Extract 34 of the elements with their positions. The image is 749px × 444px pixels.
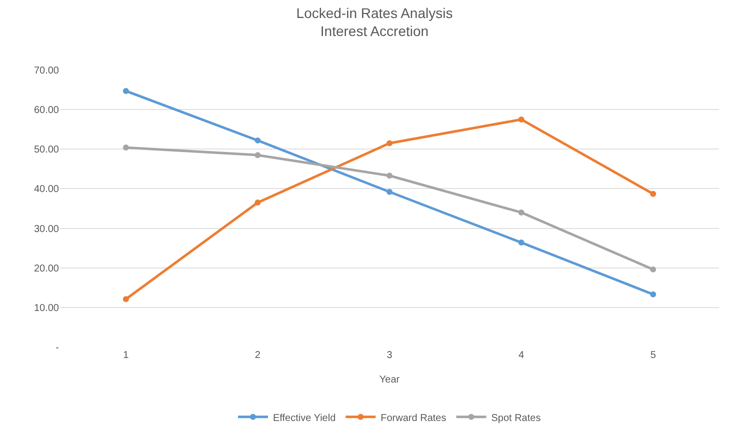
- point: [386, 172, 392, 179]
- point: [122, 144, 129, 151]
- point: [254, 200, 261, 206]
- y-tick-label: 50.00: [34, 144, 60, 156]
- x-tick-label: 2: [254, 350, 261, 361]
- legend-label: Effective Yield: [273, 412, 336, 424]
- point: [254, 152, 261, 158]
- point: [254, 137, 261, 144]
- x-tick-label: 5: [650, 350, 656, 361]
- chart-title: Locked-in Rates Analysis: [296, 4, 453, 21]
- point: [386, 140, 392, 146]
- chart-subtitle: Interest Accretion: [320, 22, 429, 39]
- point: [386, 188, 392, 195]
- legend-label: Spot Rates: [491, 412, 541, 424]
- point: [122, 88, 129, 94]
- y-tick-label: 30.00: [34, 224, 60, 235]
- y-tick-label: 10.00: [34, 302, 60, 314]
- point: [122, 296, 129, 302]
- x-tick-label: 4: [518, 350, 525, 361]
- y-tick-label: 40.00: [34, 184, 60, 196]
- x-tick-label: 1: [123, 350, 130, 361]
- point: [518, 240, 524, 246]
- y-tick-label: 20.00: [34, 263, 60, 274]
- x-tick-label: 3: [386, 350, 393, 361]
- point: [650, 190, 656, 197]
- point: [518, 209, 524, 216]
- y-tick-label: 70.00: [34, 66, 60, 76]
- y-tick-label: -: [56, 342, 59, 354]
- y-tick-label: 60.00: [34, 105, 60, 116]
- point: [518, 116, 524, 122]
- point: [650, 266, 656, 272]
- x-axis-title: Year: [379, 374, 400, 386]
- point: [650, 291, 656, 298]
- legend-label: Forward Rates: [380, 412, 446, 424]
